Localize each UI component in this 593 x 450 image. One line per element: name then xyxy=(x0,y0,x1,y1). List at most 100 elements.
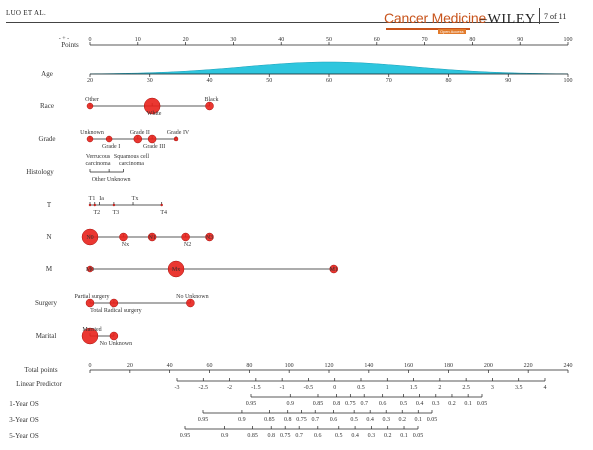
publisher-name: WILEY xyxy=(487,12,536,27)
linear-predictor-tick-label: -3 xyxy=(175,385,180,391)
os3-tick-label: 0.5 xyxy=(350,417,358,423)
row-label-lp: Linear Predictor xyxy=(16,380,62,388)
n-point xyxy=(81,228,99,246)
linear-predictor-tick-label: 2 xyxy=(438,385,441,391)
os3-tick-label: 0.05 xyxy=(427,417,438,423)
os5-tick-label: 0.7 xyxy=(295,433,303,439)
age-density xyxy=(89,61,569,75)
total-points-tick-label: 60 xyxy=(207,363,213,369)
surgery-level-label: Total Radical surgery xyxy=(90,308,141,314)
n-level-label: Nx xyxy=(122,242,129,248)
os3-tick-label: 0.85 xyxy=(264,417,275,423)
journal-bar xyxy=(386,28,470,30)
total-points-tick-label: 240 xyxy=(564,363,573,369)
total-points-tick-label: 140 xyxy=(364,363,373,369)
open-access-badge: Open Access xyxy=(438,29,466,34)
linear-predictor-tick-label: 3 xyxy=(491,385,494,391)
n-point xyxy=(147,232,157,242)
os5-tick-label: 0.85 xyxy=(247,433,258,439)
surgery-point xyxy=(186,298,195,308)
race-point xyxy=(205,101,214,111)
total-points-tick-label: 20 xyxy=(127,363,133,369)
os1-tick-label: 0.05 xyxy=(477,401,488,407)
os5-tick-label: 0.2 xyxy=(384,433,392,439)
grade-point xyxy=(105,135,113,143)
age-tick-label: 70 xyxy=(386,78,392,84)
row-label-n: N xyxy=(46,233,51,241)
os5-tick-label: 0.3 xyxy=(368,433,376,439)
histology-level-label: Verrucous xyxy=(86,154,111,160)
os5-tick-label: 0.8 xyxy=(267,433,275,439)
total-points-tick-label: 40 xyxy=(167,363,173,369)
row-label-points: Points xyxy=(61,41,79,49)
m-point xyxy=(329,264,339,274)
total-points-tick-label: 120 xyxy=(325,363,334,369)
row-label-marital: Marital xyxy=(36,332,57,340)
marital-point xyxy=(81,327,99,345)
points-tick-label: 50 xyxy=(326,37,332,43)
journal-name: Cancer Medicine xyxy=(384,10,487,26)
os1-tick-label: 0.75 xyxy=(345,401,356,407)
linear-predictor-tick-label: 3.5 xyxy=(515,385,523,391)
os1-tick-label: 0.3 xyxy=(432,401,440,407)
row-label-os5: 5-Year OS xyxy=(9,432,39,440)
journal-logo: Cancer Medicine Open Access xyxy=(384,10,487,34)
t-level-label: T1 xyxy=(89,196,96,202)
grade-level-label: Unknown xyxy=(80,130,104,136)
n-point xyxy=(205,232,214,242)
publisher-logo: –WILEY xyxy=(480,12,536,27)
os5-tick-label: 0.5 xyxy=(335,433,343,439)
linear-predictor-tick-label: -1.5 xyxy=(251,385,261,391)
points-legend-mark: - + - xyxy=(59,36,69,42)
os3-tick-label: 0.2 xyxy=(398,417,406,423)
os3-tick-label: 0.3 xyxy=(382,417,390,423)
os1-tick-label: 0.95 xyxy=(246,401,257,407)
linear-predictor-tick-label: -0.5 xyxy=(304,385,314,391)
page-number: 7 of 11 xyxy=(544,12,567,21)
grade-level-label: Grade IV xyxy=(167,130,190,136)
points-tick-label: 0 xyxy=(89,37,92,43)
points-tick-label: 40 xyxy=(278,37,284,43)
os1-tick-label: 0.5 xyxy=(400,401,408,407)
age-tick-label: 90 xyxy=(505,78,511,84)
n-point xyxy=(181,232,190,242)
row-label-age: Age xyxy=(41,70,53,78)
os5-tick-label: 0.6 xyxy=(314,433,322,439)
os1-tick-label: 0.7 xyxy=(360,401,368,407)
linear-predictor-tick-label: 1 xyxy=(386,385,389,391)
points-tick-label: 10 xyxy=(135,37,141,43)
os3-tick-label: 0.6 xyxy=(330,417,338,423)
race-level-label: Black xyxy=(205,97,219,103)
race-point xyxy=(86,102,94,110)
row-label-m: M xyxy=(46,265,53,273)
row-label-surgery: Surgery xyxy=(35,299,58,307)
total-points-tick-label: 80 xyxy=(246,363,252,369)
row-label-histology: Histology xyxy=(26,168,54,176)
total-points-tick-label: 220 xyxy=(524,363,533,369)
t-point xyxy=(88,203,92,207)
os3-tick-label: 0.75 xyxy=(296,417,307,423)
t-point xyxy=(93,203,97,207)
histology-level-label: carcinoma xyxy=(86,161,111,167)
histology-level-label: carcinoma xyxy=(119,161,144,167)
age-tick-label: 80 xyxy=(446,78,452,84)
race-point xyxy=(143,97,161,115)
surgery-level-label: Partial surgery xyxy=(74,294,109,300)
os5-tick-label: 0.4 xyxy=(351,433,359,439)
os3-tick-label: 0.8 xyxy=(284,417,292,423)
age-tick-label: 50 xyxy=(266,78,272,84)
os3-tick-label: 0.95 xyxy=(198,417,209,423)
t-level-label: T4 xyxy=(160,210,167,216)
age-tick-label: 100 xyxy=(564,78,573,84)
os1-tick-label: 0.1 xyxy=(464,401,472,407)
linear-predictor-tick-label: 4 xyxy=(544,385,547,391)
grade-point xyxy=(133,134,143,144)
race-level-label: Other xyxy=(85,97,99,103)
m-level-label: Mx xyxy=(172,267,180,273)
surgery-level-label: No Unknown xyxy=(176,294,209,300)
row-label-race: Race xyxy=(40,102,54,110)
row-label-grade: Grade xyxy=(38,135,55,143)
os1-tick-label: 0.6 xyxy=(379,401,387,407)
points-tick-label: 70 xyxy=(422,37,428,43)
points-tick-label: 30 xyxy=(230,37,236,43)
